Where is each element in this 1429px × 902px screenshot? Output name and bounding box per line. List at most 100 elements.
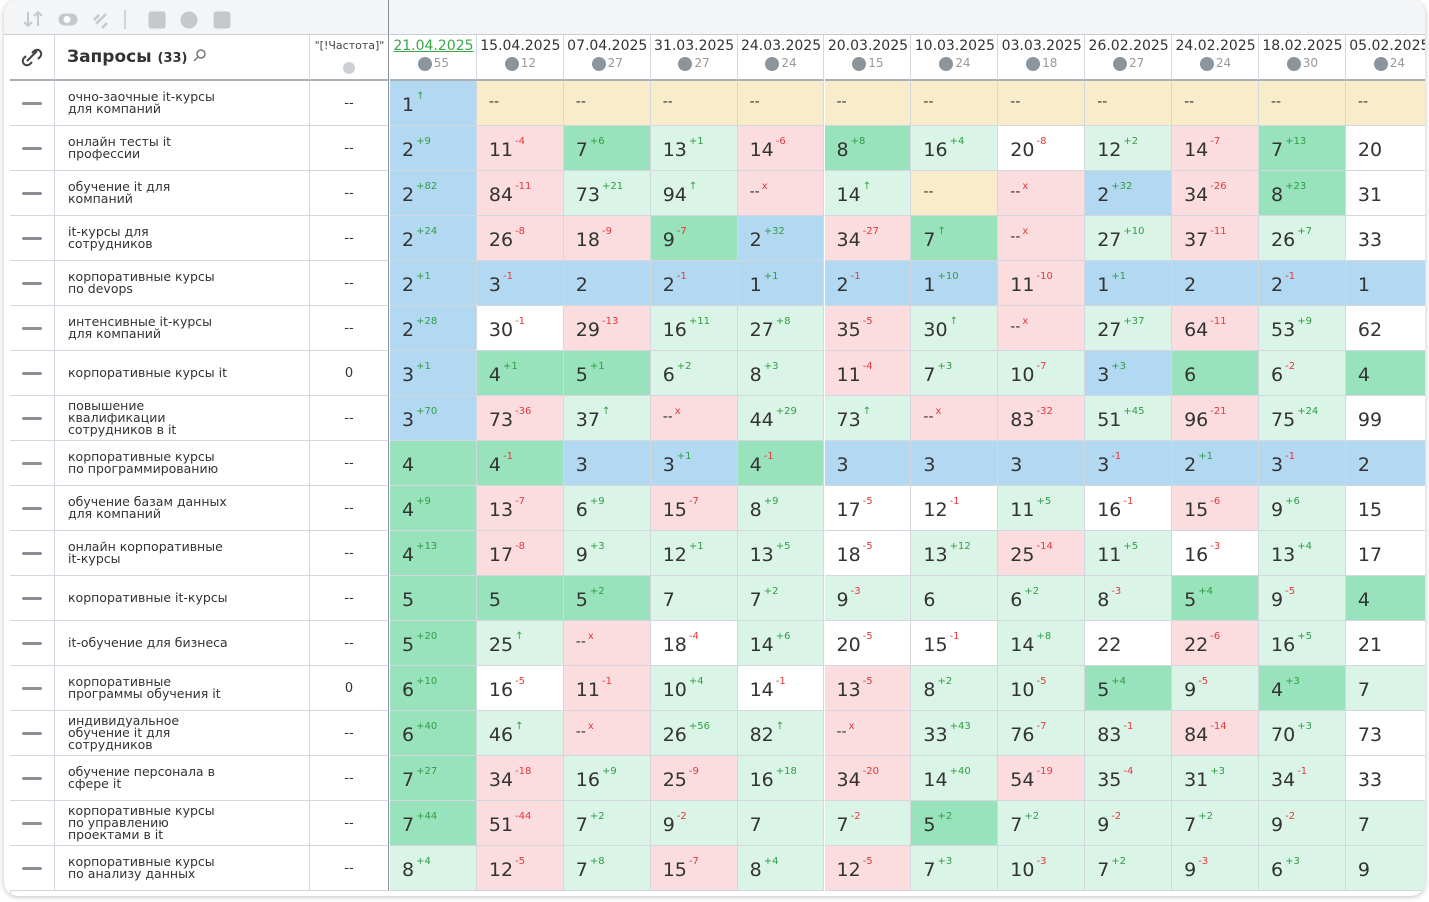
row-handle[interactable]: [10, 756, 55, 801]
row-handle[interactable]: [10, 846, 55, 891]
position-cell[interactable]: 8 +2: [911, 666, 999, 711]
position-cell[interactable]: 12 -5: [824, 846, 912, 891]
position-cell[interactable]: 9 -5: [1172, 666, 1259, 711]
position-cell[interactable]: 73 -36: [476, 396, 564, 441]
row-handle[interactable]: [10, 576, 55, 621]
position-cell[interactable]: 2 +32: [1085, 171, 1173, 216]
position-cell[interactable]: 7 +2: [737, 576, 825, 621]
position-cell[interactable]: 5 +1: [563, 351, 651, 396]
position-cell[interactable]: 34 -20: [824, 756, 912, 801]
position-cell[interactable]: 10 -7: [998, 351, 1086, 396]
position-cell[interactable]: 2: [1345, 441, 1425, 486]
position-cell[interactable]: 7 +27: [390, 756, 477, 801]
position-cell[interactable]: 6 -2: [1259, 351, 1346, 396]
position-cell[interactable]: 14 +6: [737, 621, 825, 666]
position-cell[interactable]: 11 -10: [998, 261, 1086, 306]
position-cell[interactable]: 62: [1345, 306, 1425, 351]
position-cell[interactable]: 8 +4: [390, 846, 477, 891]
position-cell[interactable]: --: [1172, 81, 1259, 126]
position-cell[interactable]: 84 -11: [476, 171, 564, 216]
position-cell[interactable]: 7 +2: [563, 801, 651, 846]
position-cell[interactable]: 15 -7: [650, 486, 738, 531]
position-cell[interactable]: 8 +9: [737, 486, 825, 531]
position-cell[interactable]: 12 +2: [1085, 126, 1173, 171]
position-cell[interactable]: 21: [1345, 621, 1425, 666]
position-cell[interactable]: 2 +9: [390, 126, 477, 171]
position-cell[interactable]: 14 -1: [737, 666, 825, 711]
position-cell[interactable]: 16 +11: [650, 306, 738, 351]
position-cell[interactable]: 34 -18: [476, 756, 564, 801]
position-cell[interactable]: 15 -1: [911, 621, 999, 666]
position-cell[interactable]: --: [911, 171, 999, 216]
position-cell[interactable]: 37 -11: [1172, 216, 1259, 261]
position-cell[interactable]: 16 +18: [737, 756, 825, 801]
position-cell[interactable]: 2 +32: [737, 216, 825, 261]
position-cell[interactable]: 54 -19: [998, 756, 1086, 801]
position-cell[interactable]: 14 +40: [911, 756, 999, 801]
position-cell[interactable]: 25 -9: [650, 756, 738, 801]
position-cell[interactable]: -- x: [563, 711, 651, 756]
date-header[interactable]: 24.03.2025 24: [737, 35, 825, 81]
position-cell[interactable]: 64 -11: [1172, 306, 1259, 351]
date-header[interactable]: 20.03.2025 15: [824, 35, 912, 81]
position-cell[interactable]: -- x: [998, 306, 1086, 351]
position-cell[interactable]: 31 +3: [1172, 756, 1259, 801]
position-cell[interactable]: 94 ↑: [650, 171, 738, 216]
position-cell[interactable]: 5: [476, 576, 564, 621]
position-cell[interactable]: 9 -3: [1172, 846, 1259, 891]
position-cell[interactable]: 31: [1345, 171, 1425, 216]
position-cell[interactable]: 51 +45: [1085, 396, 1173, 441]
position-cell[interactable]: 73 +21: [563, 171, 651, 216]
position-cell[interactable]: 3 +1: [390, 351, 477, 396]
position-cell[interactable]: 6 +2: [998, 576, 1086, 621]
position-cell[interactable]: 26 +56: [650, 711, 738, 756]
position-cell[interactable]: 7: [1345, 666, 1425, 711]
position-cell[interactable]: 4 -1: [476, 441, 564, 486]
position-cell[interactable]: 33: [1345, 216, 1425, 261]
position-cell[interactable]: 83 -1: [1085, 711, 1173, 756]
position-cell[interactable]: 7 +2: [1172, 801, 1259, 846]
position-cell[interactable]: 13 -7: [476, 486, 564, 531]
position-cell[interactable]: 16 +5: [1259, 621, 1346, 666]
position-cell[interactable]: 12 -5: [476, 846, 564, 891]
position-cell[interactable]: 4 +13: [390, 531, 477, 576]
row-handle[interactable]: [10, 486, 55, 531]
position-cell[interactable]: 22 -6: [1172, 621, 1259, 666]
position-cell[interactable]: 6: [1172, 351, 1259, 396]
row-handle[interactable]: [10, 81, 55, 126]
row-handle[interactable]: [10, 711, 55, 756]
position-cell[interactable]: 11 +5: [1085, 531, 1173, 576]
position-cell[interactable]: -- x: [563, 621, 651, 666]
position-cell[interactable]: 7 +13: [1259, 126, 1346, 171]
position-cell[interactable]: 16 +9: [563, 756, 651, 801]
position-cell[interactable]: 44 +29: [737, 396, 825, 441]
position-cell[interactable]: 4 +3: [1259, 666, 1346, 711]
position-cell[interactable]: 25 -14: [998, 531, 1086, 576]
position-cell[interactable]: 16 -5: [476, 666, 564, 711]
position-cell[interactable]: 15 -7: [650, 846, 738, 891]
position-cell[interactable]: 3: [563, 441, 651, 486]
position-cell[interactable]: 73: [1345, 711, 1425, 756]
date-header[interactable]: 03.03.2025 18: [998, 35, 1086, 81]
position-cell[interactable]: 7 +2: [998, 801, 1086, 846]
position-cell[interactable]: 9 -2: [1085, 801, 1173, 846]
position-cell[interactable]: 3 +3: [1085, 351, 1173, 396]
position-cell[interactable]: 4: [1345, 576, 1425, 621]
position-cell[interactable]: 7 ↑: [911, 216, 999, 261]
position-cell[interactable]: --: [650, 81, 738, 126]
position-cell[interactable]: 35 -4: [1085, 756, 1173, 801]
position-cell[interactable]: 9 +3: [563, 531, 651, 576]
row-handle[interactable]: [10, 441, 55, 486]
position-cell[interactable]: 26 +7: [1259, 216, 1346, 261]
position-cell[interactable]: 3 +1: [650, 441, 738, 486]
position-cell[interactable]: 29 -13: [563, 306, 651, 351]
position-cell[interactable]: 2 -1: [824, 261, 912, 306]
position-cell[interactable]: 3 +70: [390, 396, 477, 441]
position-cell[interactable]: 27 +8: [737, 306, 825, 351]
position-cell[interactable]: 3: [911, 441, 999, 486]
position-cell[interactable]: 16 -1: [1085, 486, 1173, 531]
toolbar-icons[interactable]: [4, 0, 244, 35]
position-cell[interactable]: 10 -5: [998, 666, 1086, 711]
row-handle[interactable]: [10, 801, 55, 846]
position-cell[interactable]: 27 +37: [1085, 306, 1173, 351]
